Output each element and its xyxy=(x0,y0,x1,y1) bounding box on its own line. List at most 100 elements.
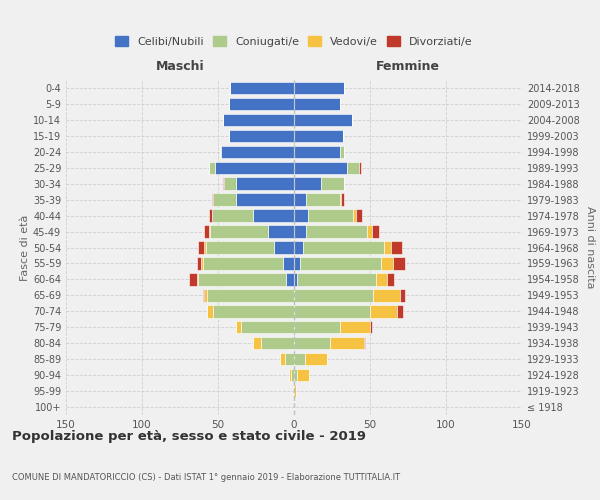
Bar xyxy=(203,257,283,270)
Bar xyxy=(189,273,197,285)
Bar xyxy=(253,337,260,349)
Bar xyxy=(364,337,365,349)
Bar xyxy=(209,162,215,174)
Bar xyxy=(224,178,236,190)
Bar xyxy=(229,130,294,142)
Bar xyxy=(214,194,236,206)
Bar xyxy=(197,273,198,285)
Bar xyxy=(306,194,340,206)
Bar xyxy=(380,257,393,270)
Bar xyxy=(376,273,387,285)
Bar xyxy=(236,178,294,190)
Bar xyxy=(285,353,294,366)
Bar xyxy=(294,242,303,254)
Bar xyxy=(294,210,308,222)
Bar xyxy=(197,257,201,270)
Bar xyxy=(294,98,340,110)
Bar xyxy=(294,257,300,270)
Y-axis label: Fasce di età: Fasce di età xyxy=(20,214,30,280)
Bar xyxy=(220,146,221,158)
Bar xyxy=(208,305,214,318)
Bar xyxy=(205,289,208,302)
Bar xyxy=(205,226,209,238)
Bar xyxy=(308,210,353,222)
Bar xyxy=(294,178,322,190)
Bar xyxy=(371,226,379,238)
Bar xyxy=(230,82,294,94)
Bar xyxy=(294,114,352,126)
Bar xyxy=(294,369,297,382)
Text: COMUNE DI MANDATORICCIO (CS) - Dati ISTAT 1° gennaio 2019 - Elaborazione TUTTITA: COMUNE DI MANDATORICCIO (CS) - Dati ISTA… xyxy=(12,473,400,482)
Bar xyxy=(370,321,371,334)
Bar xyxy=(280,353,285,366)
Bar xyxy=(297,273,376,285)
Bar xyxy=(215,162,294,174)
Bar xyxy=(203,289,205,302)
Bar xyxy=(205,242,206,254)
Text: Popolazione per età, sesso e stato civile - 2019: Popolazione per età, sesso e stato civil… xyxy=(12,430,366,443)
Bar xyxy=(223,114,294,126)
Bar xyxy=(400,289,405,302)
Bar xyxy=(208,289,294,302)
Legend: Celibi/Nubili, Coniugati/e, Vedovi/e, Divorziati/e: Celibi/Nubili, Coniugati/e, Vedovi/e, Di… xyxy=(111,32,477,52)
Bar xyxy=(209,226,211,238)
Bar xyxy=(370,305,397,318)
Bar xyxy=(340,146,344,158)
Bar xyxy=(221,146,294,158)
Bar xyxy=(297,369,309,382)
Bar xyxy=(391,242,402,254)
Bar xyxy=(209,210,212,222)
Bar xyxy=(322,178,344,190)
Bar xyxy=(294,385,296,398)
Bar xyxy=(294,146,340,158)
Bar xyxy=(383,242,391,254)
Bar xyxy=(294,82,344,94)
Bar xyxy=(303,242,383,254)
Bar xyxy=(268,226,294,238)
Text: Maschi: Maschi xyxy=(155,60,205,74)
Bar xyxy=(206,242,274,254)
Bar xyxy=(331,337,364,349)
Bar xyxy=(305,353,328,366)
Bar xyxy=(393,257,405,270)
Bar xyxy=(274,242,294,254)
Bar xyxy=(260,337,294,349)
Bar xyxy=(340,194,341,206)
Bar xyxy=(367,226,371,238)
Bar xyxy=(306,226,367,238)
Bar xyxy=(340,321,370,334)
Bar xyxy=(198,242,205,254)
Bar xyxy=(291,369,294,382)
Bar xyxy=(294,130,343,142)
Bar xyxy=(214,305,294,318)
Bar xyxy=(212,194,214,206)
Bar xyxy=(198,273,286,285)
Bar xyxy=(294,162,347,174)
Bar xyxy=(283,257,294,270)
Bar xyxy=(373,289,400,302)
Bar xyxy=(300,257,380,270)
Bar xyxy=(387,273,394,285)
Bar xyxy=(356,210,362,222)
Bar xyxy=(294,321,340,334)
Bar xyxy=(341,194,344,206)
Bar xyxy=(289,369,291,382)
Bar xyxy=(294,337,331,349)
Bar xyxy=(286,273,294,285)
Bar xyxy=(253,210,294,222)
Bar xyxy=(236,321,241,334)
Bar xyxy=(397,305,403,318)
Bar xyxy=(211,226,268,238)
Bar xyxy=(294,226,306,238)
Y-axis label: Anni di nascita: Anni di nascita xyxy=(585,206,595,289)
Bar xyxy=(236,194,294,206)
Bar xyxy=(201,257,203,270)
Bar xyxy=(359,162,361,174)
Bar xyxy=(347,162,359,174)
Bar xyxy=(294,194,306,206)
Bar xyxy=(294,289,373,302)
Bar xyxy=(212,210,253,222)
Bar xyxy=(294,305,370,318)
Bar xyxy=(223,178,224,190)
Text: Femmine: Femmine xyxy=(376,60,440,74)
